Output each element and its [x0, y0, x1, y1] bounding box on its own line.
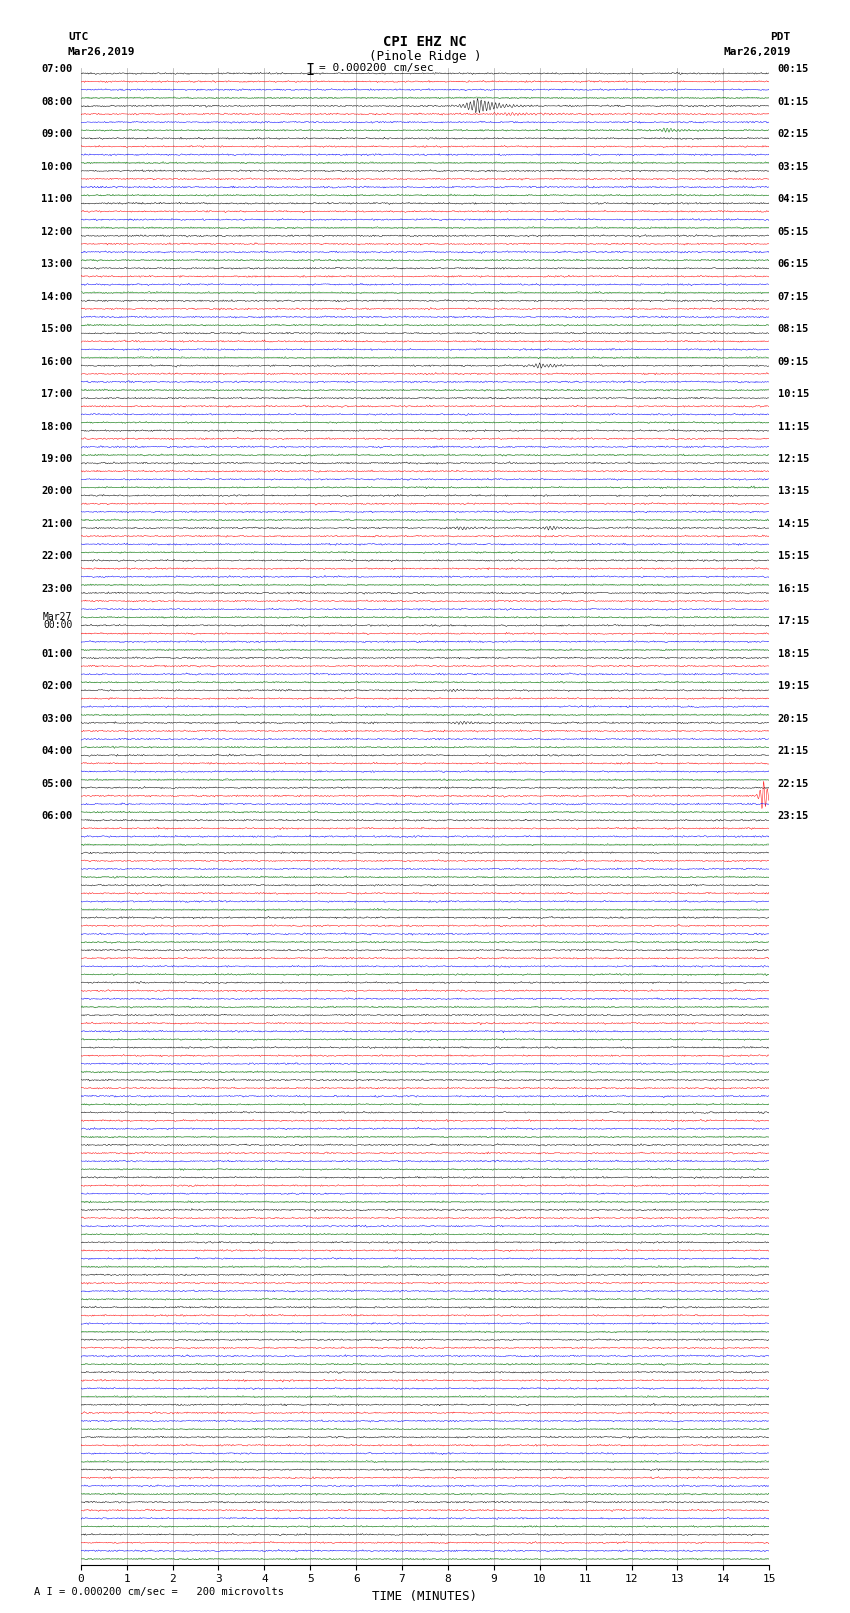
- Text: 16:15: 16:15: [778, 584, 808, 594]
- Text: 17:00: 17:00: [42, 389, 72, 398]
- Text: 02:00: 02:00: [42, 681, 72, 692]
- Text: 07:15: 07:15: [778, 292, 808, 302]
- Text: 09:00: 09:00: [42, 129, 72, 139]
- Text: 07:00: 07:00: [42, 65, 72, 74]
- Text: A I = 0.000200 cm/sec =   200 microvolts: A I = 0.000200 cm/sec = 200 microvolts: [34, 1587, 284, 1597]
- Text: 02:15: 02:15: [778, 129, 808, 139]
- Text: 16:00: 16:00: [42, 356, 72, 366]
- Text: 12:00: 12:00: [42, 227, 72, 237]
- Text: 08:15: 08:15: [778, 324, 808, 334]
- Text: 13:00: 13:00: [42, 260, 72, 269]
- Text: 14:15: 14:15: [778, 519, 808, 529]
- Text: 17:15: 17:15: [778, 616, 808, 626]
- Text: 18:15: 18:15: [778, 648, 808, 658]
- Text: I: I: [306, 63, 314, 77]
- Text: 21:00: 21:00: [42, 519, 72, 529]
- Text: UTC: UTC: [68, 32, 88, 42]
- Text: 18:00: 18:00: [42, 421, 72, 432]
- Text: 05:15: 05:15: [778, 227, 808, 237]
- Text: 04:00: 04:00: [42, 747, 72, 756]
- Text: PDT: PDT: [770, 32, 790, 42]
- Text: 01:15: 01:15: [778, 97, 808, 106]
- Text: CPI EHZ NC: CPI EHZ NC: [383, 35, 467, 50]
- Text: 21:15: 21:15: [778, 747, 808, 756]
- Text: 11:15: 11:15: [778, 421, 808, 432]
- Text: 15:15: 15:15: [778, 552, 808, 561]
- Text: Mar26,2019: Mar26,2019: [723, 47, 791, 56]
- Text: 12:15: 12:15: [778, 453, 808, 465]
- Text: 09:15: 09:15: [778, 356, 808, 366]
- Text: 06:15: 06:15: [778, 260, 808, 269]
- Text: 23:15: 23:15: [778, 811, 808, 821]
- Text: 19:00: 19:00: [42, 453, 72, 465]
- Text: 23:00: 23:00: [42, 584, 72, 594]
- Text: 22:00: 22:00: [42, 552, 72, 561]
- Text: 14:00: 14:00: [42, 292, 72, 302]
- Text: 03:00: 03:00: [42, 715, 72, 724]
- Text: 00:00: 00:00: [43, 621, 72, 631]
- Text: Mar26,2019: Mar26,2019: [68, 47, 135, 56]
- Text: (Pinole Ridge ): (Pinole Ridge ): [369, 50, 481, 63]
- Text: 00:15: 00:15: [778, 65, 808, 74]
- Text: 06:00: 06:00: [42, 811, 72, 821]
- X-axis label: TIME (MINUTES): TIME (MINUTES): [372, 1590, 478, 1603]
- Text: 01:00: 01:00: [42, 648, 72, 658]
- Text: 05:00: 05:00: [42, 779, 72, 789]
- Text: 08:00: 08:00: [42, 97, 72, 106]
- Text: Mar27: Mar27: [43, 613, 72, 623]
- Text: 20:15: 20:15: [778, 715, 808, 724]
- Text: 22:15: 22:15: [778, 779, 808, 789]
- Text: 10:00: 10:00: [42, 161, 72, 171]
- Text: 04:15: 04:15: [778, 194, 808, 205]
- Text: 11:00: 11:00: [42, 194, 72, 205]
- Text: 10:15: 10:15: [778, 389, 808, 398]
- Text: 20:00: 20:00: [42, 487, 72, 497]
- Text: 19:15: 19:15: [778, 681, 808, 692]
- Text: 13:15: 13:15: [778, 487, 808, 497]
- Text: 03:15: 03:15: [778, 161, 808, 171]
- Text: = 0.000200 cm/sec: = 0.000200 cm/sec: [319, 63, 434, 73]
- Text: 15:00: 15:00: [42, 324, 72, 334]
